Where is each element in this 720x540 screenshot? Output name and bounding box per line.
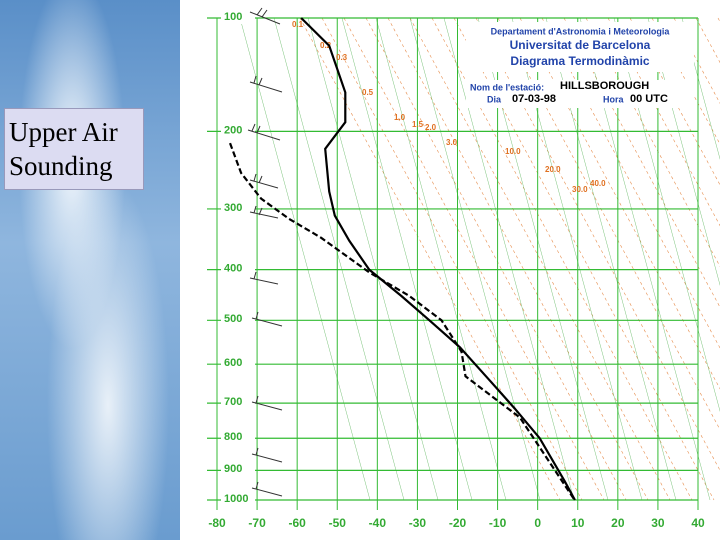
adiabat-line <box>387 17 649 501</box>
moist-line <box>681 17 720 160</box>
header-background <box>466 22 694 72</box>
tick-label-background <box>221 261 255 276</box>
adiabat-line <box>409 17 671 501</box>
mixing-ratio-label: 10.0 <box>505 147 521 156</box>
tick-label-background <box>221 430 255 445</box>
mixing-ratio-label: 3.0 <box>446 138 458 147</box>
moist-line <box>273 17 405 501</box>
date: 07-03-98 <box>512 93 556 105</box>
y-tick-label: 400 <box>224 263 242 275</box>
x-tick-label: -20 <box>449 516 467 530</box>
wind-barb <box>249 205 279 219</box>
slide-title: Upper Air Sounding <box>4 108 144 190</box>
moist-line <box>239 17 371 501</box>
sky-background <box>0 0 180 540</box>
mixing-ratio-label: 2.0 <box>425 123 437 132</box>
moist-line <box>307 17 439 501</box>
x-tick-label: -10 <box>489 516 507 530</box>
y-tick-label: 100 <box>224 11 242 23</box>
x-tick-label: -30 <box>409 516 427 530</box>
moist-line <box>341 17 473 501</box>
mixing-ratio-label: 0.2 <box>320 41 332 50</box>
wind-barbs <box>247 7 283 497</box>
y-tick-label: 500 <box>224 313 242 325</box>
tick-label-background <box>221 395 255 410</box>
tick-label-background <box>221 462 255 477</box>
adiabat-line <box>299 17 561 501</box>
adiabat-line <box>343 17 605 501</box>
x-tick-label: -70 <box>248 516 266 530</box>
tick-label-background <box>221 123 255 138</box>
mixing-ratio-label: 0.3 <box>336 53 348 62</box>
moist-line <box>409 17 541 501</box>
wind-barb <box>251 395 283 411</box>
adiabat-line <box>321 17 583 501</box>
wind-barb <box>249 271 279 285</box>
y-tick-label: 200 <box>224 124 242 136</box>
y-tick-label: 800 <box>224 431 242 443</box>
tick-label-background <box>221 312 255 327</box>
station-label: Nom de l'estació: <box>470 82 544 92</box>
wind-barb <box>249 7 281 25</box>
y-tick-label: 900 <box>224 463 242 475</box>
wind-barb <box>249 173 279 189</box>
x-tick-label: 40 <box>691 516 705 530</box>
mixing-ratio-label: 30.0 <box>572 185 588 194</box>
chart: Departament d'Astronomia i Meteorologia … <box>180 0 720 540</box>
tick-label-background <box>221 356 255 371</box>
adiabat-line <box>365 17 627 501</box>
mixing-ratio-label: 1.0 <box>394 113 406 122</box>
y-tick-label: 300 <box>224 202 242 214</box>
time-label: Hora <box>603 94 624 104</box>
x-tick-label: -40 <box>369 516 387 530</box>
x-tick-label: -50 <box>329 516 347 530</box>
tick-label-background <box>221 200 255 215</box>
wind-barb <box>251 481 283 497</box>
x-tick-label: 0 <box>534 516 541 530</box>
x-tick-label: -60 <box>288 516 306 530</box>
wind-barb <box>251 311 283 327</box>
tick-label-background <box>221 10 255 24</box>
temperature-line <box>300 17 576 501</box>
mixing-ratio-label: 20.0 <box>545 165 561 174</box>
moist-line <box>443 17 575 501</box>
y-tick-label: 700 <box>224 396 242 408</box>
header-line: Departament d'Astronomia i Meteorologia <box>491 26 671 36</box>
station: HILLSBOROUGH <box>560 80 649 92</box>
wind-barb <box>249 75 283 93</box>
y-tick-label: 1000 <box>224 493 248 505</box>
dewpoint-line <box>227 139 575 500</box>
wind-barb <box>247 123 281 141</box>
mixing-ratio-label: 40.0 <box>590 179 606 188</box>
mixing-ratio-label: 0.5 <box>362 88 374 97</box>
x-tick-label: 10 <box>571 516 585 530</box>
mixing-ratio-label: 0.1 <box>292 20 304 29</box>
tick-label-background <box>221 492 255 506</box>
y-tick-label: 600 <box>224 357 242 369</box>
x-tick-label: 30 <box>651 516 665 530</box>
mixing-ratio-label: 1.5 <box>412 120 424 129</box>
date-label: Dia <box>487 94 502 104</box>
x-tick-label: 20 <box>611 516 625 530</box>
grid <box>207 17 699 510</box>
wind-barb <box>251 447 283 463</box>
moist-line <box>375 17 507 501</box>
time: 00 UTC <box>630 93 668 105</box>
adiabat-line <box>673 17 720 104</box>
header-line: Diagrama Termodinàmic <box>510 54 649 68</box>
x-tick-label: -80 <box>208 516 226 530</box>
info-background <box>466 80 694 108</box>
header-line: Universitat de Barcelona <box>510 38 651 52</box>
adiabat-line <box>651 17 720 145</box>
